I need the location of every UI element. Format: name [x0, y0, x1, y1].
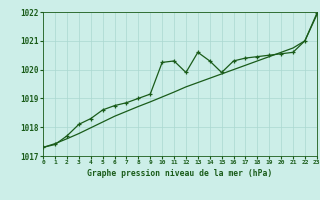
X-axis label: Graphe pression niveau de la mer (hPa): Graphe pression niveau de la mer (hPa): [87, 169, 273, 178]
